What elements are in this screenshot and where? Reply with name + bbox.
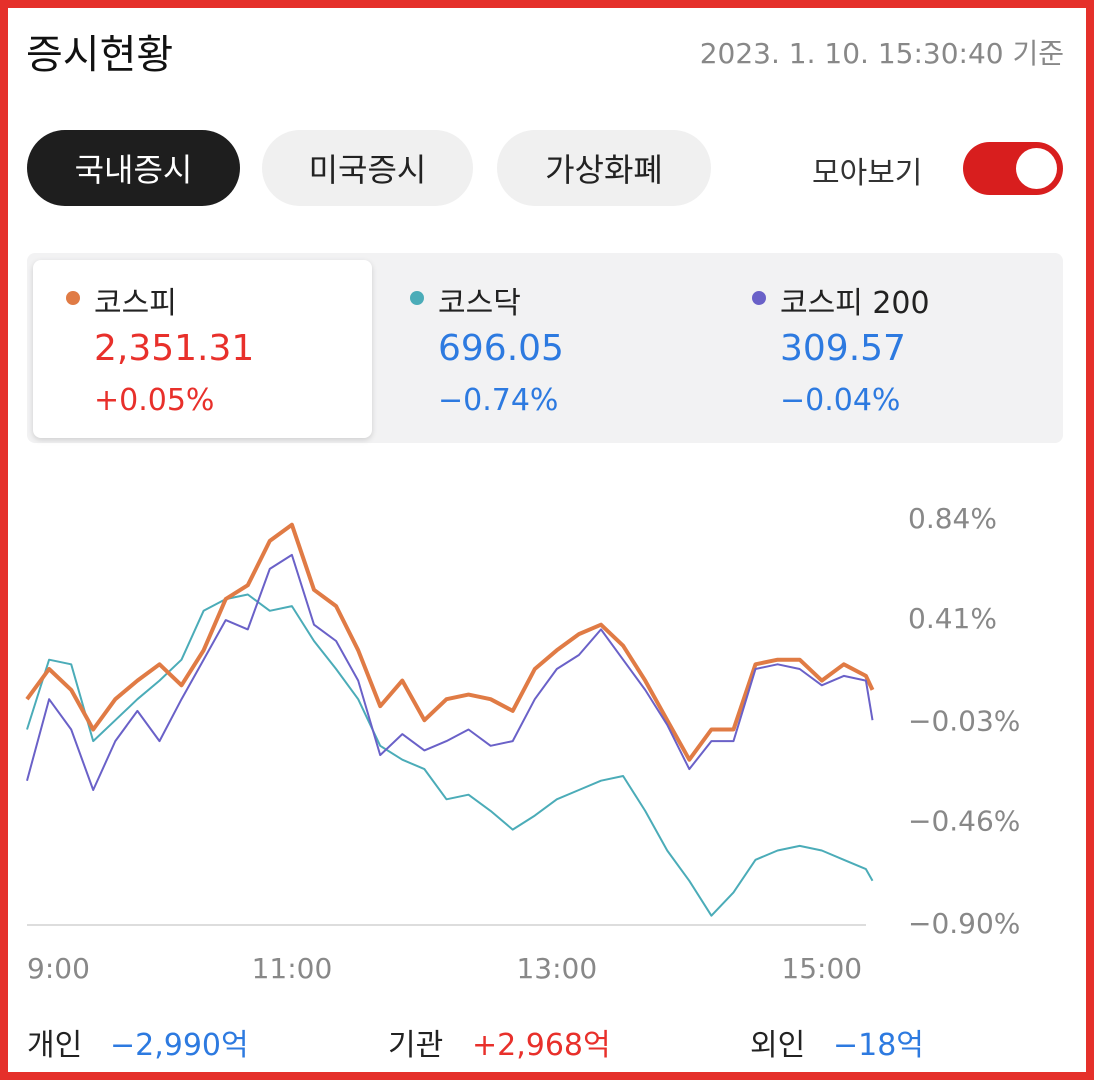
index-value: 2,351.31 — [94, 328, 255, 369]
index-name: 코스닥 — [438, 286, 521, 321]
index-change: −0.74% — [438, 383, 559, 418]
toggle[interactable] — [963, 142, 1063, 195]
index-change: −0.04% — [780, 383, 901, 418]
tab[interactable]: 미국증시 — [262, 130, 473, 206]
investor-amount: −2,990억 — [110, 1028, 249, 1063]
investor-name: 기관 — [388, 1028, 444, 1063]
index-value: 696.05 — [438, 328, 564, 369]
investor-name: 외인 — [750, 1028, 806, 1063]
index-dot — [410, 291, 424, 305]
y-tick-label: −0.90% — [908, 907, 1020, 940]
tab[interactable]: 국내증시 — [27, 130, 240, 206]
series-line — [26, 553, 874, 791]
investor-amount: +2,968억 — [472, 1028, 611, 1063]
timestamp: 2023. 1. 10. 15:30:40 기준 — [699, 37, 1064, 70]
tab[interactable]: 가상화폐 — [497, 130, 711, 206]
investor-amount: −18억 — [833, 1028, 924, 1063]
index-name: 코스피 — [94, 286, 177, 321]
investor-name: 개인 — [27, 1028, 83, 1063]
index-value: 309.57 — [780, 328, 906, 369]
x-tick-label: 9:00 — [27, 952, 90, 985]
toggle-knob — [1016, 148, 1057, 189]
y-tick-label: 0.41% — [908, 602, 997, 635]
index-dot — [752, 291, 766, 305]
series-line — [26, 593, 874, 917]
y-tick-label: 0.84% — [908, 502, 997, 535]
y-tick-label: −0.46% — [908, 805, 1020, 838]
series-line — [25, 522, 875, 762]
x-tick-label: 11:00 — [252, 952, 333, 985]
x-tick-label: 13:00 — [516, 952, 597, 985]
title: 증시현황 — [26, 32, 174, 78]
index-name: 코스피 200 — [780, 286, 930, 321]
index-change: +0.05% — [94, 383, 215, 418]
index-dot — [66, 291, 80, 305]
toggle-label: 모아보기 — [812, 156, 923, 191]
x-tick-label: 15:00 — [781, 952, 862, 985]
y-tick-label: −0.03% — [908, 705, 1020, 738]
index-card-selected[interactable] — [33, 260, 372, 438]
